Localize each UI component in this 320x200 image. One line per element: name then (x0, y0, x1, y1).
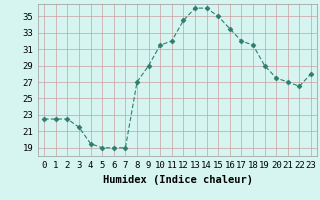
X-axis label: Humidex (Indice chaleur): Humidex (Indice chaleur) (103, 175, 252, 185)
